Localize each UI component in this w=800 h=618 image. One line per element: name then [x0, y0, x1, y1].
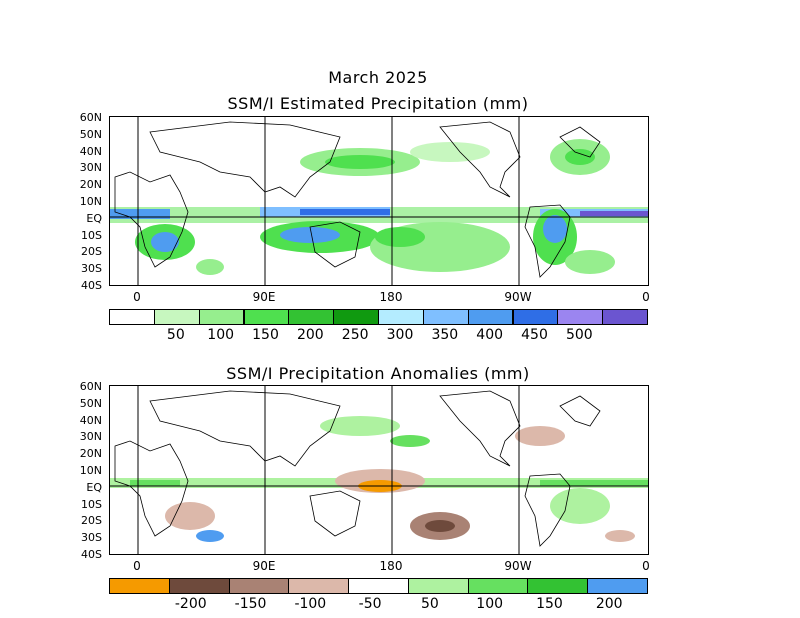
precip-shading	[110, 139, 648, 275]
lon-label: 0	[642, 290, 650, 304]
colorbar-swatch	[243, 309, 290, 325]
colorbar-label: -150	[234, 596, 267, 612]
lon-label: 90E	[252, 290, 276, 304]
lon-label: 90W	[504, 559, 532, 573]
colorbar-label: 400	[476, 327, 504, 343]
lat-label: 50N	[79, 127, 102, 141]
lon-label: 0	[133, 559, 141, 573]
lat-label: 30S	[81, 531, 102, 545]
colorbar-label: 100	[207, 327, 235, 343]
colorbar-label: 100	[476, 596, 504, 612]
lat-label: 40S	[81, 548, 102, 561]
colorbar-label: 150	[252, 327, 279, 343]
colorbar-swatch	[527, 578, 589, 594]
colorbar-swatch	[422, 309, 469, 325]
colorbar-label: 150	[536, 596, 563, 612]
colorbar-label: -100	[294, 596, 327, 612]
colorbar-swatch	[153, 309, 200, 325]
lat-label: EQ	[86, 480, 102, 494]
lat-label: 20N	[79, 447, 102, 461]
precip-map	[109, 116, 649, 286]
colorbar-label: 50	[166, 327, 185, 343]
lat-label: 30N	[79, 161, 102, 175]
colorbar-label: 300	[386, 327, 414, 343]
lat-label: 30S	[81, 262, 102, 276]
colorbar-swatch	[228, 578, 290, 594]
colorbar-swatch	[168, 578, 230, 594]
colorbar-label: 50	[420, 596, 439, 612]
colorbar-label: 450	[521, 327, 548, 343]
anomaly-map-svg	[110, 386, 648, 554]
colorbar-label: -200	[174, 596, 207, 612]
lat-label: 10N	[79, 195, 102, 208]
colorbar-swatch	[348, 578, 409, 594]
precip-map-title: SSM/I Estimated Precipitation (mm)	[227, 94, 529, 113]
lat-label: 40S	[81, 279, 102, 292]
bottom-coastlines	[114, 390, 601, 547]
lat-label: 30N	[79, 430, 102, 444]
colorbar-swatch	[288, 309, 335, 325]
anomaly-map-title: SSM/I Precipitation Anomalies (mm)	[226, 364, 530, 383]
colorbar-swatch	[333, 309, 379, 325]
top-grid	[110, 117, 648, 285]
lat-label: 20S	[81, 514, 102, 528]
colorbar-label: 200	[296, 327, 324, 343]
colorbar-label: 500	[565, 327, 593, 343]
lon-label: 90E	[252, 559, 276, 573]
month-title: March 2025	[328, 68, 428, 87]
lat-label: 20N	[79, 178, 102, 192]
lat-label: EQ	[86, 211, 102, 225]
colorbar-swatch	[378, 309, 424, 325]
colorbar-label: 200	[595, 596, 623, 612]
lat-label: 40N	[79, 413, 102, 427]
colorbar-label: -50	[358, 596, 382, 612]
colorbar-swatch	[109, 309, 155, 325]
lon-label: 90W	[504, 290, 532, 304]
colorbar-swatch	[467, 578, 529, 594]
colorbar-swatch	[557, 309, 604, 325]
colorbar-swatch	[288, 578, 350, 594]
lon-label: 0	[642, 559, 650, 573]
anomaly-shading	[110, 416, 648, 542]
colorbar-swatch	[198, 309, 245, 325]
lon-label: 180	[379, 559, 403, 573]
colorbar-swatch	[512, 309, 559, 325]
top-coastlines	[114, 121, 601, 278]
anomaly-map	[109, 385, 649, 555]
colorbar-swatch	[587, 578, 648, 594]
bottom-grid	[110, 386, 648, 554]
precip-map-svg	[110, 117, 648, 285]
colorbar-label: 250	[341, 327, 369, 343]
colorbar-label: 350	[431, 327, 459, 343]
lon-label: 0	[133, 290, 141, 304]
colorbar-swatch	[467, 309, 514, 325]
colorbar-swatch	[407, 578, 469, 594]
colorbar-swatch	[109, 578, 170, 594]
lon-label: 180	[379, 290, 403, 304]
lat-label: 60N	[79, 380, 102, 393]
lat-label: 10N	[79, 464, 102, 477]
lat-label: 10S	[81, 228, 102, 242]
lat-label: 40N	[79, 144, 102, 158]
lat-label: 20S	[81, 245, 102, 259]
lat-label: 50N	[79, 396, 102, 410]
lat-label: 10S	[81, 497, 102, 511]
lat-label: 60N	[79, 111, 102, 124]
colorbar-swatch	[602, 309, 648, 325]
